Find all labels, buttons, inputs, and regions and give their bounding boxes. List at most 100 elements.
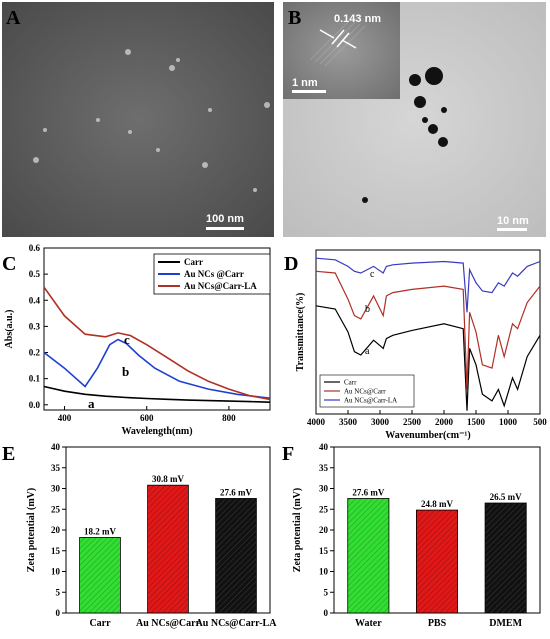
legend-label: Au NCs@Carr: [344, 388, 386, 396]
x-tick-label: Au NCs@Carr: [136, 618, 201, 629]
series-curve-label: a: [88, 396, 95, 411]
series-line: [315, 305, 541, 411]
y-tick-label: 40: [51, 442, 61, 452]
panel-label: E: [2, 443, 15, 465]
bar-value-label: 30.8 mV: [152, 474, 184, 484]
bar: [147, 484, 189, 614]
y-tick-label: 35: [319, 463, 329, 473]
series-curve-label: c: [370, 269, 375, 280]
bar: [484, 502, 527, 614]
zeta-chart-f: F 0 5 10 15 20 25 30 35 40 Zeta potential (mV) 27.…: [282, 442, 541, 629]
y-tick-label: 40: [319, 442, 329, 452]
series-curve-label: b: [122, 364, 129, 379]
y-tick-label: 0.0: [29, 400, 41, 410]
series-line: [43, 338, 271, 399]
scale-bar-label: 100 nm: [206, 213, 244, 225]
legend-label: Au NCs@Carr-LA: [184, 281, 257, 291]
panel-a: A 100 nm: [2, 2, 274, 237]
y-tick-label: 0.1: [29, 374, 41, 384]
series-line: [315, 270, 541, 390]
panel-label: A: [6, 7, 21, 29]
x-tick-label: 500: [533, 417, 547, 427]
x-tick-label: 1000: [499, 417, 518, 427]
y-tick-label: 30: [51, 484, 61, 494]
series-line: [43, 385, 271, 403]
y-tick-label: 0.2: [29, 348, 41, 358]
x-tick-label: 800: [222, 413, 236, 423]
x-tick-label: 4000: [307, 417, 326, 427]
x-tick-label: Au NCs@Carr-LA: [196, 618, 278, 629]
lattice-arrows: [319, 29, 357, 49]
bar-value-label: 27.6 mV: [220, 487, 252, 497]
x-tick-label: Carr: [89, 618, 111, 629]
scale-bar: [497, 228, 527, 231]
y-tick-label: 5: [324, 587, 329, 597]
legend-label: Au NCs@Carr-LA: [344, 397, 397, 405]
bar-value-label: 18.2 mV: [84, 526, 116, 536]
x-tick-label: 3000: [371, 417, 390, 427]
x-axis-title: Wavenumber(cm⁻¹): [385, 430, 470, 441]
scale-bar-label: 10 nm: [497, 215, 529, 227]
y-axis-title: Zeta potential (mV): [292, 488, 303, 572]
lattice-spacing-label: 0.143 nm: [334, 13, 381, 25]
bar: [215, 498, 257, 614]
y-tick-label: 25: [51, 504, 61, 514]
panel-label: C: [2, 253, 16, 275]
y-tick-label: 15: [51, 546, 61, 556]
tem-nanoparticles: [362, 67, 448, 203]
legend-label: Carr: [344, 379, 357, 387]
y-axis-title: Transmittance(%): [295, 293, 306, 372]
y-tick-label: 0: [324, 608, 329, 618]
ftir-chart: D 4000 3500 3000 2500 2000 1500 1000 500 Wavenum…: [284, 249, 547, 441]
y-tick-label: 20: [51, 525, 61, 535]
y-tick-label: 0.3: [29, 321, 41, 331]
bar-value-label: 24.8 mV: [421, 499, 453, 509]
uv-vis-chart: C 0.0 0.1 0.2 0.3 0.4 0.5 0.6 400 600 800 Waveleng…: [2, 243, 271, 437]
series-curve-label: b: [365, 304, 370, 315]
plot-frame: [43, 247, 271, 411]
zeta-chart-e: E 0 5 10 15 20 25 30 35 40 Zeta potential (mV) 18.…: [2, 442, 277, 629]
y-tick-label: 20: [319, 525, 329, 535]
y-axis-title: Abs(a.u.): [4, 310, 15, 349]
bar: [415, 509, 458, 614]
plot-frame: [315, 249, 541, 415]
x-tick-label: 2500: [403, 417, 422, 427]
x-tick-label: DMEM: [489, 618, 522, 629]
series-curve-label: a: [365, 346, 370, 357]
series-curve-label: c: [124, 332, 130, 347]
series-line: [43, 286, 271, 401]
x-tick-label: 3500: [339, 417, 358, 427]
scale-bar: [206, 227, 244, 230]
x-axis-title: Wavelength(nm): [121, 426, 192, 437]
y-tick-label: 10: [319, 567, 329, 577]
y-axis-title: Zeta potential (mV): [26, 488, 37, 572]
x-tick-label: PBS: [428, 618, 447, 629]
panel-b: B 0.143 nm 1 nm 10 nm: [283, 2, 546, 237]
y-tick-label: 5: [56, 587, 61, 597]
bar: [347, 498, 390, 614]
y-tick-label: 0.6: [29, 243, 41, 253]
bar-value-label: 27.6 mV: [352, 487, 384, 497]
x-tick-label: 400: [58, 413, 72, 423]
panel-label: F: [282, 443, 294, 465]
x-tick-label: 1500: [467, 417, 486, 427]
y-tick-label: 0.4: [29, 295, 41, 305]
series-line: [315, 257, 541, 313]
y-tick-label: 25: [319, 504, 329, 514]
x-tick-label: 2000: [435, 417, 454, 427]
y-tick-label: 10: [51, 567, 61, 577]
legend-label: Au NCs @Carr: [184, 269, 244, 279]
y-tick-label: 0: [56, 608, 61, 618]
bar-value-label: 26.5 mV: [490, 492, 522, 502]
x-tick-label: 600: [140, 413, 154, 423]
bar: [79, 537, 121, 614]
hrtem-inset: [283, 2, 400, 99]
y-tick-label: 35: [51, 463, 61, 473]
panel-label: B: [288, 7, 301, 29]
y-tick-label: 0.5: [29, 269, 41, 279]
y-tick-label: 30: [319, 484, 329, 494]
sem-image: [2, 2, 274, 237]
sem-particles: [33, 49, 270, 192]
legend-label: Carr: [184, 257, 203, 267]
